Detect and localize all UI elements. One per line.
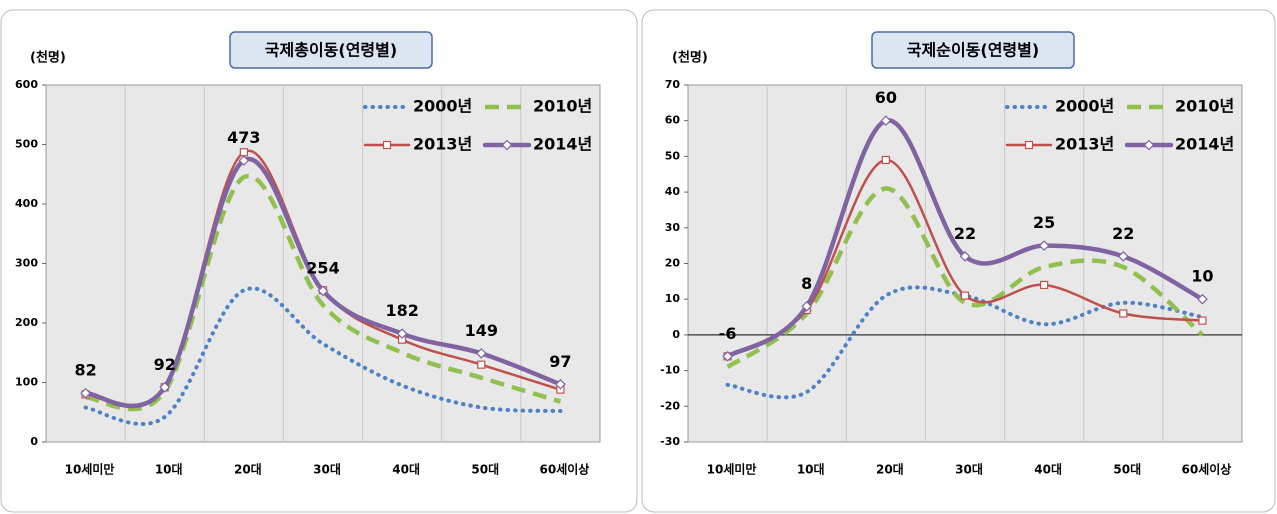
x-tick-label: 40대	[1034, 463, 1062, 477]
y-tick-label: -20	[660, 399, 680, 412]
marker	[1038, 240, 1050, 251]
marker	[722, 350, 733, 362]
y-tick-label: 10	[665, 292, 681, 305]
series-line	[725, 285, 1205, 400]
x-tick-label: 10대	[797, 463, 825, 477]
legend-label: 2000년	[413, 97, 472, 116]
y-tick-label: 600	[15, 78, 38, 91]
plot-area	[687, 84, 1243, 443]
marker	[960, 291, 970, 300]
data-label: 92	[154, 355, 176, 374]
data-label: 60	[875, 88, 897, 107]
legend-label: 2013년	[413, 135, 472, 154]
y-tick-label: -30	[660, 435, 680, 448]
x-tick-label: 10세미만	[65, 462, 115, 477]
marker	[475, 347, 487, 359]
y-axis-label: (천명)	[30, 50, 66, 66]
marker	[1198, 316, 1207, 325]
marker	[1040, 280, 1049, 290]
data-label: 22	[954, 224, 976, 243]
marker	[1197, 293, 1208, 305]
x-tick-label: 50대	[1113, 463, 1141, 477]
data-label: 82	[74, 361, 96, 380]
y-tick-label: 100	[15, 376, 38, 389]
y-tick-label: 40	[665, 185, 681, 198]
data-label: 473	[227, 128, 260, 147]
x-tick-label: 20대	[234, 463, 262, 477]
x-tick-label: 20대	[876, 463, 904, 477]
marker	[801, 300, 813, 312]
marker	[1117, 251, 1129, 262]
marker	[159, 381, 171, 393]
legend-label: 2013년	[1055, 135, 1114, 154]
x-tick-label: 10세미만	[707, 462, 757, 477]
legend-label: 2014년	[533, 135, 592, 154]
marker	[1024, 140, 1034, 150]
series-line	[85, 173, 562, 412]
y-tick-label: 20	[665, 257, 681, 270]
chart-title: 국제순이동(연령별)	[907, 41, 1039, 60]
marker	[238, 155, 250, 166]
marker	[317, 285, 329, 297]
marker	[881, 155, 890, 165]
marker	[1119, 309, 1128, 318]
data-label: 182	[385, 301, 418, 320]
legend-label: 2010년	[533, 97, 592, 116]
x-tick-label: 60세이상	[1182, 462, 1232, 477]
data-label: 97	[549, 352, 571, 371]
data-label: 22	[1112, 224, 1134, 243]
legend-label: 2000년	[1055, 97, 1114, 116]
data-label: 10	[1191, 267, 1213, 286]
series-line	[83, 286, 563, 426]
marker	[477, 360, 486, 369]
x-tick-label: 40대	[392, 463, 420, 477]
title-box	[229, 31, 433, 69]
legend-label: 2014년	[1175, 135, 1234, 154]
data-label: 149	[465, 321, 498, 340]
y-axis-label: (천명)	[672, 50, 708, 66]
chart-title: 국제총이동(연령별)	[265, 41, 397, 60]
y-tick-label: 400	[15, 197, 38, 210]
x-tick-label: 30대	[313, 463, 341, 477]
y-tick-label: 200	[15, 316, 38, 329]
y-tick-label: 0	[30, 435, 38, 448]
data-label: 254	[306, 258, 339, 277]
title-box	[871, 31, 1075, 69]
marker	[396, 328, 408, 340]
x-tick-label: 10대	[155, 463, 183, 477]
x-tick-label: 50대	[471, 463, 499, 477]
marker	[382, 140, 392, 150]
y-tick-label: 500	[15, 138, 38, 151]
marker	[880, 115, 892, 127]
data-label: -6	[719, 324, 737, 343]
x-tick-label: 60세이상	[540, 462, 590, 477]
y-tick-label: 300	[15, 257, 38, 270]
marker	[80, 387, 91, 399]
y-tick-label: -10	[660, 364, 680, 377]
marker	[239, 148, 248, 157]
marker	[959, 251, 971, 262]
marker	[555, 378, 566, 390]
y-tick-label: 70	[665, 78, 681, 91]
data-label: 8	[801, 274, 812, 293]
y-tick-label: 0	[672, 328, 680, 341]
legend-label: 2010년	[1175, 97, 1234, 116]
marker	[1143, 139, 1155, 151]
x-tick-label: 30대	[955, 463, 983, 477]
y-tick-label: 30	[665, 221, 681, 234]
y-tick-label: 60	[665, 114, 681, 127]
y-tick-label: 50	[665, 149, 681, 162]
data-label: 25	[1033, 213, 1055, 232]
marker	[501, 139, 513, 151]
